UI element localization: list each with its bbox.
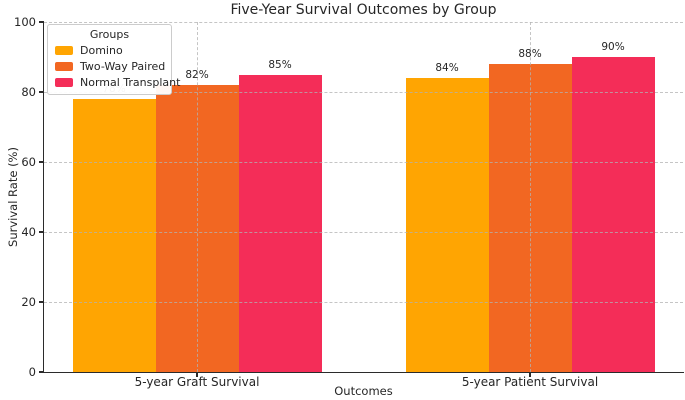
x-axis-spine — [43, 372, 684, 374]
legend-label-domino: Domino — [80, 44, 123, 57]
x-category-label-patient: 5-year Patient Survival — [461, 375, 599, 389]
legend: Groups Domino Two-Way Paired Normal Tran… — [47, 24, 180, 95]
y-axis-title: Survival Rate (%) — [6, 147, 20, 247]
legend-item-normal-transplant: Normal Transplant — [55, 76, 180, 89]
y-tick-mark-80 — [39, 91, 44, 93]
legend-label-normal-transplant: Normal Transplant — [80, 76, 181, 89]
legend-swatch-domino — [55, 46, 73, 55]
y-tick-mark-40 — [39, 231, 44, 233]
y-tick-mark-0 — [39, 371, 44, 373]
y-tick-label-0: 0 — [28, 365, 36, 379]
bar-two-way-paired-0 — [155, 85, 239, 372]
legend-label-two-way-paired: Two-Way Paired — [80, 60, 166, 73]
chart-title: Five-Year Survival Outcomes by Group — [230, 2, 497, 18]
x-tick-mark-1 — [529, 372, 531, 377]
bar-domino-0 — [72, 99, 156, 372]
bar-value-label: 84% — [435, 62, 459, 74]
bar-normal-transplant-1 — [571, 57, 655, 372]
y-axis-spine — [43, 22, 45, 373]
bar-value-label: 85% — [268, 58, 292, 71]
legend-swatch-normal-transplant — [55, 78, 73, 87]
x-tick-mark-0 — [196, 372, 198, 377]
y-tick-label-20: 20 — [21, 295, 36, 309]
bar-value-label: 88% — [518, 48, 542, 60]
y-tick-label-40: 40 — [21, 225, 36, 239]
bar-two-way-paired-1 — [488, 64, 572, 372]
y-tick-label-60: 60 — [21, 155, 36, 169]
x-axis-title: Outcomes — [334, 384, 393, 398]
bar-domino-1 — [405, 78, 489, 372]
legend-item-domino: Domino — [55, 44, 164, 57]
legend-item-two-way-paired: Two-Way Paired — [55, 60, 166, 73]
y-tick-label-100: 100 — [14, 15, 36, 29]
y-tick-mark-100 — [39, 21, 44, 23]
y-tick-mark-60 — [39, 161, 44, 163]
bar-value-label: 90% — [601, 41, 625, 53]
x-category-label-graft: 5-year Graft Survival — [134, 375, 260, 389]
legend-swatch-two-way-paired — [55, 62, 73, 71]
gridline-h-100 — [44, 22, 683, 23]
legend-title: Groups — [89, 28, 130, 41]
bar-normal-transplant-0 — [238, 74, 322, 372]
y-tick-label-80: 80 — [21, 85, 36, 99]
y-tick-mark-20 — [39, 301, 44, 303]
